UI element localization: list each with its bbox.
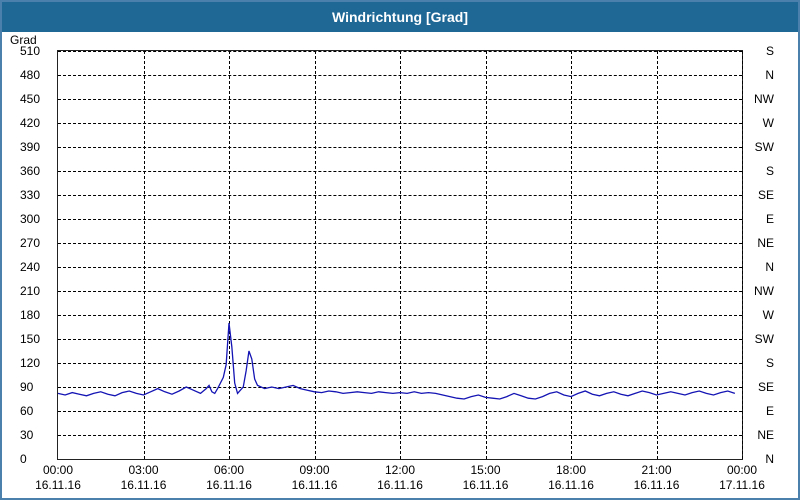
y-axis-tick-label-left: 90 (20, 380, 33, 394)
y-axis-tick-label-left: 330 (20, 188, 40, 202)
y-axis-tick-label-right: E (766, 212, 774, 226)
y-axis-tick-label-right: E (766, 404, 774, 418)
plot-box: Grad 0 N 30 NE 60 E 90 SE 120 S 150 SW 180 W 210 NW 240 N… (57, 50, 743, 460)
y-axis-tick-label-right: W (763, 308, 774, 322)
x-axis-time-label: 00:00 (43, 463, 73, 477)
y-axis-tick-label-right: N (765, 260, 774, 274)
x-axis-time-label: 00:00 (727, 463, 757, 477)
y-axis-tick-label-left: 30 (20, 428, 33, 442)
y-axis-tick-label-right: S (766, 356, 774, 370)
x-axis-date-label: 17.11.16 (719, 478, 765, 492)
x-axis-time-label: 21:00 (641, 463, 671, 477)
y-axis-tick-label-right: S (766, 164, 774, 178)
y-axis-tick-label-right: S (766, 44, 774, 58)
x-axis-time-label: 06:00 (214, 463, 244, 477)
x-axis-date-label: 16.11.16 (121, 478, 167, 492)
y-axis-tick-label-right: SE (758, 188, 774, 202)
y-axis-tick-label-left: 0 (20, 452, 27, 466)
y-axis-tick-label-left: 360 (20, 164, 40, 178)
chart-area: Grad 0 N 30 NE 60 E 90 SE 120 S 150 SW 180 W 210 NW 240 N… (2, 32, 798, 498)
y-axis-tick-label-left: 210 (20, 284, 40, 298)
x-axis-time-label: 03:00 (128, 463, 158, 477)
y-axis-tick-label-left: 180 (20, 308, 40, 322)
y-axis-tick-label-right: N (765, 68, 774, 82)
y-axis-tick-label-left: 150 (20, 332, 40, 346)
y-axis-tick-label-left: 270 (20, 236, 40, 250)
y-axis-tick-label-left: 450 (20, 92, 40, 106)
x-axis-time-label: 09:00 (299, 463, 329, 477)
x-axis-date-label: 16.11.16 (548, 478, 594, 492)
wind-direction-line-chart (58, 51, 742, 459)
y-axis-tick-label-right: NE (757, 428, 774, 442)
chart-title-text: Windrichtung [Grad] (332, 9, 468, 25)
x-axis-time-label: 15:00 (470, 463, 500, 477)
x-axis-date-label: 16.11.16 (463, 478, 509, 492)
y-axis-tick-label-right: SE (758, 380, 774, 394)
y-axis-tick-label-right: W (763, 116, 774, 130)
y-axis-tick-label-left: 300 (20, 212, 40, 226)
y-axis-tick-label-right: NE (757, 236, 774, 250)
x-axis-date-label: 16.11.16 (292, 478, 338, 492)
y-axis-tick-label-left: 420 (20, 116, 40, 130)
y-axis-tick-label-left: 240 (20, 260, 40, 274)
y-axis-tick-label-left: 390 (20, 140, 40, 154)
y-axis-tick-label-right: NW (754, 92, 774, 106)
gridline-vertical (742, 51, 743, 459)
x-axis-date-label: 16.11.16 (206, 478, 252, 492)
y-axis-tick-label-right: NW (754, 284, 774, 298)
y-axis-tick-label-left: 60 (20, 404, 33, 418)
y-axis-tick-label-left: 510 (20, 44, 40, 58)
y-axis-tick-label-right: N (765, 452, 774, 466)
y-axis-tick-label-right: SW (755, 140, 774, 154)
x-axis-time-label: 18:00 (556, 463, 586, 477)
chart-title-bar: Windrichtung [Grad] (2, 2, 798, 32)
chart-window: Windrichtung [Grad] Grad 0 N 30 NE 60 E 90 SE 12… (0, 0, 800, 500)
y-axis-tick-label-right: SW (755, 332, 774, 346)
y-axis-tick-label-left: 480 (20, 68, 40, 82)
x-axis-time-label: 12:00 (385, 463, 415, 477)
y-axis-tick-label-left: 120 (20, 356, 40, 370)
x-axis-date-label: 16.11.16 (377, 478, 423, 492)
x-axis-date-label: 16.11.16 (35, 478, 81, 492)
x-axis-date-label: 16.11.16 (634, 478, 680, 492)
